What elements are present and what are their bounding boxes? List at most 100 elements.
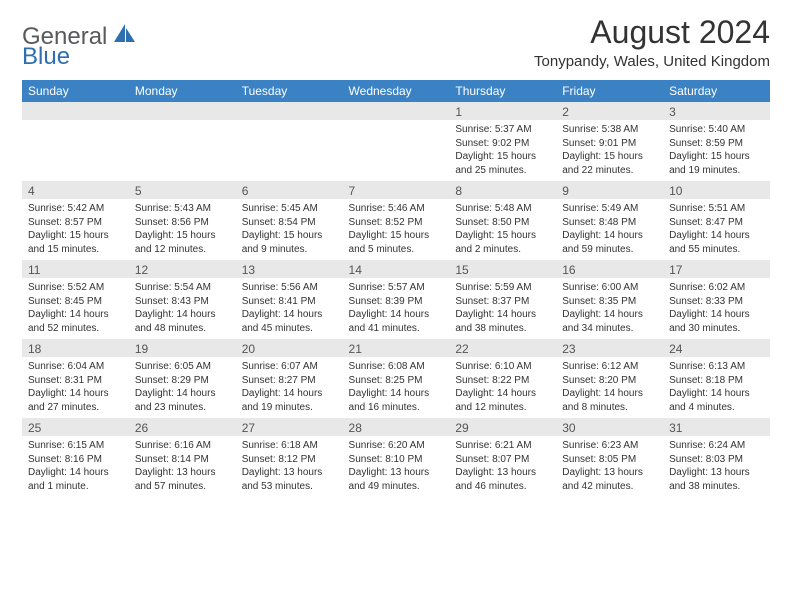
day-cell-text: Sunrise: 5:38 AMSunset: 9:01 PMDaylight:…: [556, 120, 663, 181]
day-number: 11: [22, 260, 129, 278]
day-text: Sunrise: 6:00 AMSunset: 8:35 PMDaylight:…: [556, 278, 663, 339]
day-number: 21: [343, 339, 450, 357]
day-cell-text: Sunrise: 5:54 AMSunset: 8:43 PMDaylight:…: [129, 278, 236, 339]
calendar-head: SundayMondayTuesdayWednesdayThursdayFrid…: [22, 80, 770, 102]
day-number: 13: [236, 260, 343, 278]
day-cell-number: 21: [343, 339, 450, 357]
day-number: 26: [129, 418, 236, 436]
day-cell-text: Sunrise: 5:56 AMSunset: 8:41 PMDaylight:…: [236, 278, 343, 339]
day-header: Friday: [556, 80, 663, 102]
day-cell-text: Sunrise: 6:20 AMSunset: 8:10 PMDaylight:…: [343, 436, 450, 497]
day-cell-text: Sunrise: 5:57 AMSunset: 8:39 PMDaylight:…: [343, 278, 450, 339]
day-number: 17: [663, 260, 770, 278]
calendar-table: SundayMondayTuesdayWednesdayThursdayFrid…: [22, 80, 770, 497]
day-cell-number: 15: [449, 260, 556, 278]
day-text: Sunrise: 5:56 AMSunset: 8:41 PMDaylight:…: [236, 278, 343, 339]
day-cell-number: 30: [556, 418, 663, 436]
day-cell-text: Sunrise: 6:21 AMSunset: 8:07 PMDaylight:…: [449, 436, 556, 497]
day-header: Tuesday: [236, 80, 343, 102]
day-cell-number: 26: [129, 418, 236, 436]
day-number: 10: [663, 181, 770, 199]
day-cell-number: 31: [663, 418, 770, 436]
day-text: Sunrise: 5:54 AMSunset: 8:43 PMDaylight:…: [129, 278, 236, 339]
day-number: [22, 102, 129, 120]
day-text: Sunrise: 6:16 AMSunset: 8:14 PMDaylight:…: [129, 436, 236, 497]
day-text: [236, 120, 343, 170]
day-cell-text: Sunrise: 5:42 AMSunset: 8:57 PMDaylight:…: [22, 199, 129, 260]
day-number: 27: [236, 418, 343, 436]
day-number: 30: [556, 418, 663, 436]
day-text: Sunrise: 5:38 AMSunset: 9:01 PMDaylight:…: [556, 120, 663, 181]
day-cell-number: 13: [236, 260, 343, 278]
day-text: Sunrise: 6:08 AMSunset: 8:25 PMDaylight:…: [343, 357, 450, 418]
day-text: Sunrise: 5:59 AMSunset: 8:37 PMDaylight:…: [449, 278, 556, 339]
day-header: Sunday: [22, 80, 129, 102]
day-number: 20: [236, 339, 343, 357]
day-text: Sunrise: 6:07 AMSunset: 8:27 PMDaylight:…: [236, 357, 343, 418]
day-cell-text: Sunrise: 6:05 AMSunset: 8:29 PMDaylight:…: [129, 357, 236, 418]
week-text-row: Sunrise: 6:15 AMSunset: 8:16 PMDaylight:…: [22, 436, 770, 497]
day-text: Sunrise: 6:05 AMSunset: 8:29 PMDaylight:…: [129, 357, 236, 418]
day-number: 31: [663, 418, 770, 436]
day-text: Sunrise: 6:12 AMSunset: 8:20 PMDaylight:…: [556, 357, 663, 418]
day-text: Sunrise: 5:40 AMSunset: 8:59 PMDaylight:…: [663, 120, 770, 181]
day-cell-number: 1: [449, 102, 556, 120]
day-text: Sunrise: 5:52 AMSunset: 8:45 PMDaylight:…: [22, 278, 129, 339]
day-number: [236, 102, 343, 120]
day-cell-text: Sunrise: 5:46 AMSunset: 8:52 PMDaylight:…: [343, 199, 450, 260]
week-number-row: 25262728293031: [22, 418, 770, 436]
week-number-row: 18192021222324: [22, 339, 770, 357]
day-text: Sunrise: 6:10 AMSunset: 8:22 PMDaylight:…: [449, 357, 556, 418]
day-cell-number: 3: [663, 102, 770, 120]
day-cell-text: Sunrise: 6:10 AMSunset: 8:22 PMDaylight:…: [449, 357, 556, 418]
day-cell-text: [22, 120, 129, 181]
day-cell-text: Sunrise: 5:43 AMSunset: 8:56 PMDaylight:…: [129, 199, 236, 260]
day-text: Sunrise: 5:48 AMSunset: 8:50 PMDaylight:…: [449, 199, 556, 260]
day-cell-text: Sunrise: 6:08 AMSunset: 8:25 PMDaylight:…: [343, 357, 450, 418]
calendar-body: 123Sunrise: 5:37 AMSunset: 9:02 PMDaylig…: [22, 102, 770, 497]
day-cell-number: 27: [236, 418, 343, 436]
day-cell-number: 10: [663, 181, 770, 199]
day-number: [129, 102, 236, 120]
day-cell-text: Sunrise: 6:18 AMSunset: 8:12 PMDaylight:…: [236, 436, 343, 497]
day-number: 5: [129, 181, 236, 199]
day-number: 12: [129, 260, 236, 278]
month-title: August 2024: [534, 14, 770, 51]
day-cell-number: 14: [343, 260, 450, 278]
day-text: Sunrise: 6:04 AMSunset: 8:31 PMDaylight:…: [22, 357, 129, 418]
day-cell-number: 4: [22, 181, 129, 199]
day-cell-number: 22: [449, 339, 556, 357]
day-cell-number: 25: [22, 418, 129, 436]
day-number: 29: [449, 418, 556, 436]
day-number: 9: [556, 181, 663, 199]
day-cell-text: Sunrise: 6:02 AMSunset: 8:33 PMDaylight:…: [663, 278, 770, 339]
day-text: Sunrise: 5:43 AMSunset: 8:56 PMDaylight:…: [129, 199, 236, 260]
day-number: 15: [449, 260, 556, 278]
day-cell-number: 12: [129, 260, 236, 278]
day-cell-number: 18: [22, 339, 129, 357]
day-text: Sunrise: 5:42 AMSunset: 8:57 PMDaylight:…: [22, 199, 129, 260]
day-number: [343, 102, 450, 120]
day-cell-number: [343, 102, 450, 120]
day-text: Sunrise: 5:49 AMSunset: 8:48 PMDaylight:…: [556, 199, 663, 260]
day-number: 1: [449, 102, 556, 120]
day-header: Thursday: [449, 80, 556, 102]
day-text: Sunrise: 5:51 AMSunset: 8:47 PMDaylight:…: [663, 199, 770, 260]
day-number: 16: [556, 260, 663, 278]
sail-icon: [114, 31, 136, 48]
day-header: Saturday: [663, 80, 770, 102]
logo-text-block: General Blue: [22, 24, 136, 69]
day-cell-number: 2: [556, 102, 663, 120]
location-text: Tonypandy, Wales, United Kingdom: [534, 53, 770, 70]
day-number: 8: [449, 181, 556, 199]
day-number: 25: [22, 418, 129, 436]
day-cell-number: 20: [236, 339, 343, 357]
day-number: 3: [663, 102, 770, 120]
day-number: 6: [236, 181, 343, 199]
day-cell-number: [129, 102, 236, 120]
day-cell-text: Sunrise: 5:49 AMSunset: 8:48 PMDaylight:…: [556, 199, 663, 260]
week-number-row: 123: [22, 102, 770, 120]
day-text: Sunrise: 6:20 AMSunset: 8:10 PMDaylight:…: [343, 436, 450, 497]
day-text: Sunrise: 6:23 AMSunset: 8:05 PMDaylight:…: [556, 436, 663, 497]
day-text: Sunrise: 6:21 AMSunset: 8:07 PMDaylight:…: [449, 436, 556, 497]
